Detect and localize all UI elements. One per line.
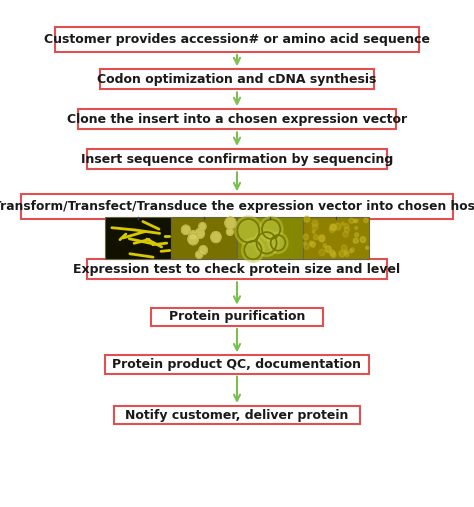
Circle shape — [304, 216, 310, 222]
Circle shape — [330, 224, 337, 230]
Circle shape — [268, 232, 288, 254]
Circle shape — [339, 250, 345, 257]
Circle shape — [211, 232, 221, 242]
Circle shape — [349, 249, 353, 253]
Circle shape — [304, 243, 310, 249]
Bar — [303, 217, 369, 259]
Circle shape — [319, 236, 325, 242]
Text: Codon optimization and cDNA synthesis: Codon optimization and cDNA synthesis — [97, 73, 377, 86]
Bar — [237, 217, 303, 259]
Circle shape — [344, 224, 349, 229]
FancyBboxPatch shape — [105, 355, 369, 374]
Circle shape — [225, 217, 236, 229]
Circle shape — [345, 252, 349, 257]
Circle shape — [312, 230, 315, 233]
Circle shape — [325, 246, 331, 252]
Circle shape — [313, 235, 318, 240]
Circle shape — [329, 227, 335, 233]
Text: Clone the insert into a chosen expression vector: Clone the insert into a chosen expressio… — [67, 113, 407, 126]
Circle shape — [189, 231, 197, 239]
FancyBboxPatch shape — [55, 27, 419, 52]
Circle shape — [344, 227, 349, 233]
Circle shape — [355, 227, 358, 229]
Circle shape — [331, 252, 336, 258]
Circle shape — [182, 225, 190, 234]
Circle shape — [349, 218, 354, 224]
Circle shape — [341, 222, 344, 225]
Circle shape — [244, 241, 262, 260]
Circle shape — [344, 250, 348, 254]
Circle shape — [351, 248, 355, 252]
Circle shape — [254, 229, 279, 257]
Circle shape — [188, 234, 198, 245]
Circle shape — [196, 251, 202, 259]
Circle shape — [343, 231, 348, 237]
Circle shape — [242, 238, 264, 262]
Circle shape — [355, 219, 358, 223]
Text: Customer provides accession# or amino acid sequence: Customer provides accession# or amino ac… — [44, 33, 430, 46]
FancyBboxPatch shape — [151, 308, 323, 326]
Circle shape — [360, 237, 366, 242]
Circle shape — [355, 233, 358, 237]
FancyBboxPatch shape — [78, 109, 396, 129]
Circle shape — [259, 216, 283, 242]
Circle shape — [235, 216, 262, 245]
FancyBboxPatch shape — [21, 194, 453, 220]
Circle shape — [319, 249, 325, 256]
Bar — [171, 217, 237, 259]
Circle shape — [262, 220, 280, 239]
Text: Transform/Transfect/Transduce the expression vector into chosen host: Transform/Transfect/Transduce the expres… — [0, 200, 474, 213]
Text: Insert sequence confirmation by sequencing: Insert sequence confirmation by sequenci… — [81, 153, 393, 166]
Text: Protein purification: Protein purification — [169, 310, 305, 323]
Circle shape — [303, 242, 306, 245]
Circle shape — [364, 218, 368, 223]
Circle shape — [366, 246, 368, 249]
Circle shape — [310, 241, 313, 245]
Text: Protein product QC, documentation: Protein product QC, documentation — [112, 358, 362, 371]
Bar — [105, 217, 171, 259]
Text: Notify customer, deliver protein: Notify customer, deliver protein — [125, 409, 349, 422]
Text: Expression test to check protein size and level: Expression test to check protein size an… — [73, 263, 401, 276]
Circle shape — [227, 228, 233, 235]
Circle shape — [256, 232, 277, 254]
Circle shape — [319, 235, 325, 241]
Circle shape — [312, 224, 318, 230]
Circle shape — [312, 220, 318, 227]
Circle shape — [195, 229, 204, 238]
Circle shape — [323, 244, 327, 247]
FancyBboxPatch shape — [87, 259, 387, 279]
Circle shape — [303, 234, 309, 240]
Circle shape — [199, 223, 206, 230]
Circle shape — [271, 235, 285, 250]
Circle shape — [310, 242, 315, 247]
Circle shape — [199, 246, 207, 255]
FancyBboxPatch shape — [100, 69, 374, 89]
Circle shape — [341, 245, 347, 251]
FancyBboxPatch shape — [87, 149, 387, 169]
Circle shape — [330, 224, 336, 230]
Circle shape — [354, 220, 356, 223]
Circle shape — [330, 250, 335, 256]
Circle shape — [353, 238, 358, 243]
FancyBboxPatch shape — [114, 406, 360, 424]
Circle shape — [237, 219, 259, 242]
Circle shape — [335, 223, 341, 230]
